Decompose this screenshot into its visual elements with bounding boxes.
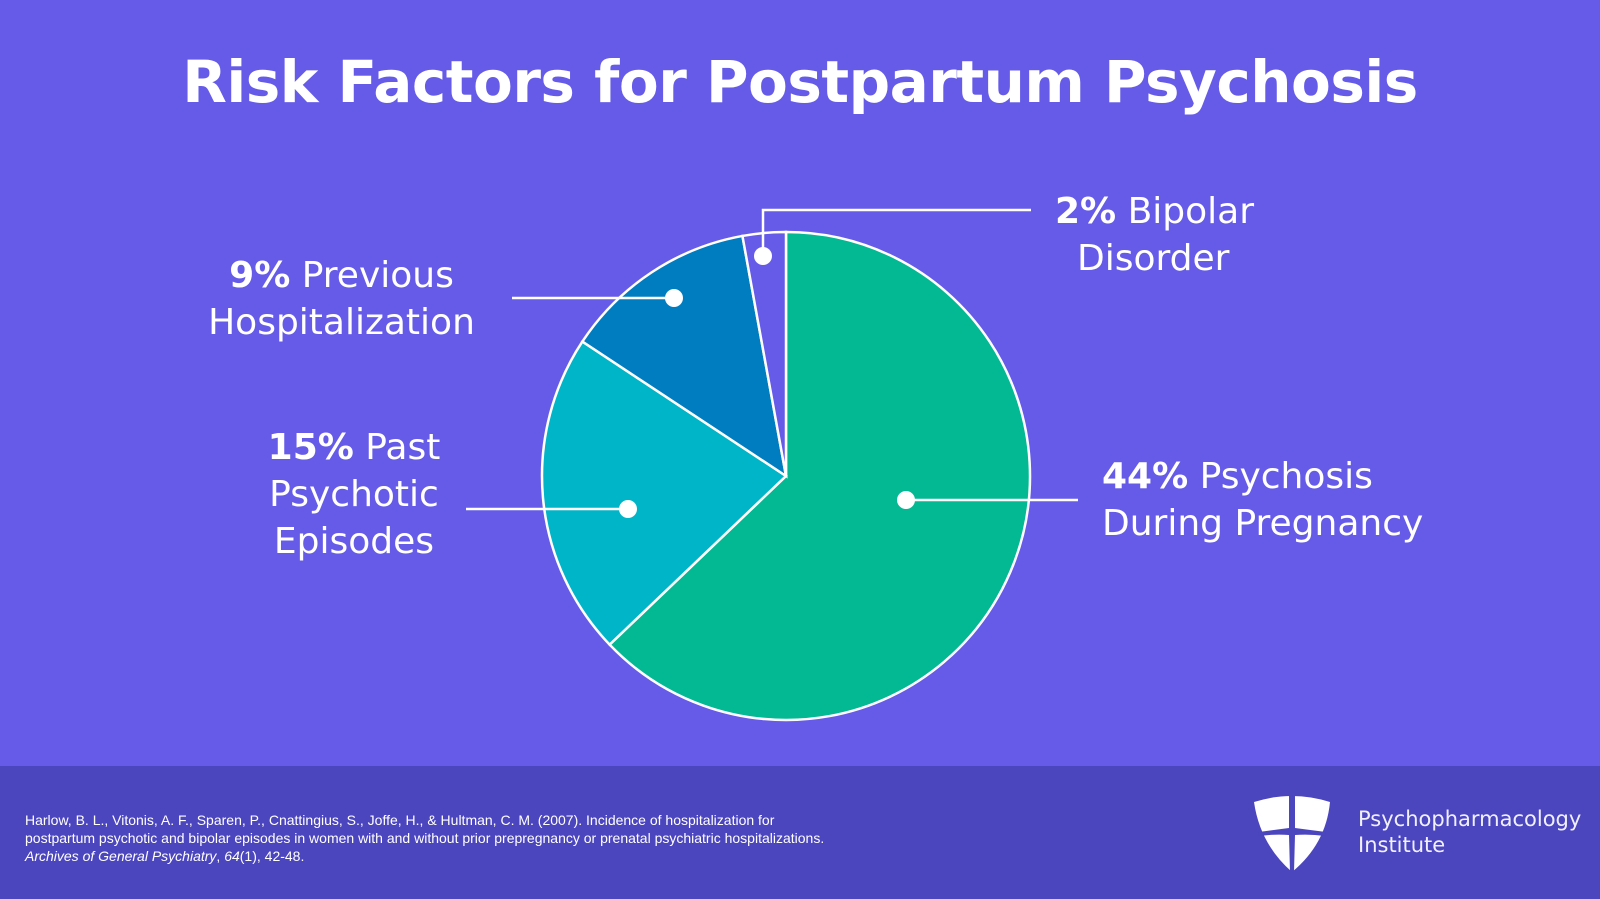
label-psychosis-pregnancy: 44% Psychosis During Pregnancy	[1102, 456, 1424, 544]
pie-slice-1	[540, 339, 788, 647]
leader-dot-hospitalization	[665, 289, 683, 307]
leader-dot-past-episodes	[619, 500, 637, 518]
footer: Harlow, B. L., Vitonis, A. F., Sparen, P…	[0, 766, 1600, 899]
pie-slice-0	[607, 230, 1032, 722]
shield-logo-icon	[1254, 796, 1330, 872]
label-bipolar: 2% Bipolar Disorder	[1055, 191, 1255, 279]
label-past-episodes: 15% Past Psychotic Episodes	[267, 427, 441, 562]
citation: Harlow, B. L., Vitonis, A. F., Sparen, P…	[25, 812, 825, 864]
page-title: Risk Factors for Postpartum Psychosis	[182, 48, 1418, 116]
brand-name: Psychopharmacology Institute	[1358, 807, 1582, 857]
label-hospitalization: 9% Previous Hospitalization	[208, 255, 475, 343]
pie-slice-2	[580, 234, 788, 479]
pie-chart	[466, 208, 1078, 722]
leader-dot-psychosis-pregnancy	[897, 491, 915, 509]
leader-dot-bipolar	[754, 247, 772, 265]
leader-line-bipolar	[761, 208, 1031, 256]
